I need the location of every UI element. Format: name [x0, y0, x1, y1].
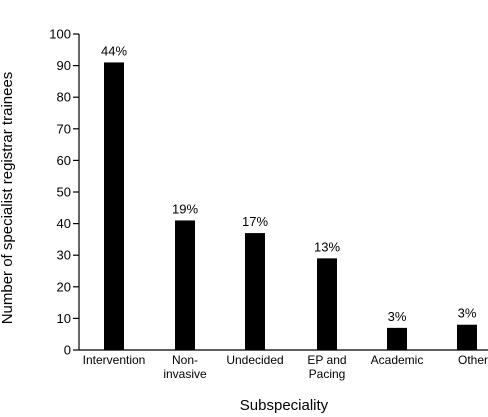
bar: [317, 258, 337, 350]
bar: [175, 220, 195, 350]
y-tick-label: 90: [57, 58, 71, 73]
y-axis-label: Number of specialist registrar trainees: [0, 72, 16, 325]
category-label: Intervention: [83, 353, 146, 367]
y-tick-label: 20: [57, 279, 71, 294]
bar-percent-label: 13%: [314, 239, 340, 254]
bars: [104, 62, 477, 350]
data-labels: 44% 19% 17% 13% 3% 3%: [101, 43, 477, 323]
y-tick-label: 10: [57, 311, 71, 326]
y-tick-label: 40: [57, 216, 71, 231]
category-label: Pacing: [309, 367, 346, 381]
category-label: Academic: [371, 353, 424, 367]
category-label: EP and: [307, 353, 346, 367]
y-tick-label: 100: [49, 27, 71, 42]
bar: [457, 324, 477, 350]
y-tick-label: 70: [57, 121, 71, 136]
category-label: invasive: [163, 367, 207, 381]
category-labels: Intervention Non-invasive Undecided EP andP…: [83, 353, 488, 381]
y-ticks: 0 10 20 30 40 50 60 70 80 90 100: [49, 27, 79, 358]
bar-percent-label: 3%: [388, 309, 407, 324]
x-axis-label: Subspeciality: [240, 397, 329, 414]
category-label: Non-: [172, 353, 198, 367]
y-tick-label: 60: [57, 153, 71, 168]
bar: [245, 233, 265, 350]
y-tick-label: 80: [57, 90, 71, 105]
y-tick-label: 0: [64, 343, 71, 358]
bar-percent-label: 3%: [458, 306, 477, 321]
bar-percent-label: 17%: [242, 214, 268, 229]
category-label: Other: [458, 353, 488, 367]
bar: [104, 62, 124, 350]
y-tick-label: 30: [57, 248, 71, 263]
bar-percent-label: 19%: [172, 201, 198, 216]
bar-percent-label: 44%: [101, 43, 127, 58]
y-tick-label: 50: [57, 185, 71, 200]
bar: [387, 327, 407, 350]
category-label: Undecided: [226, 353, 283, 367]
